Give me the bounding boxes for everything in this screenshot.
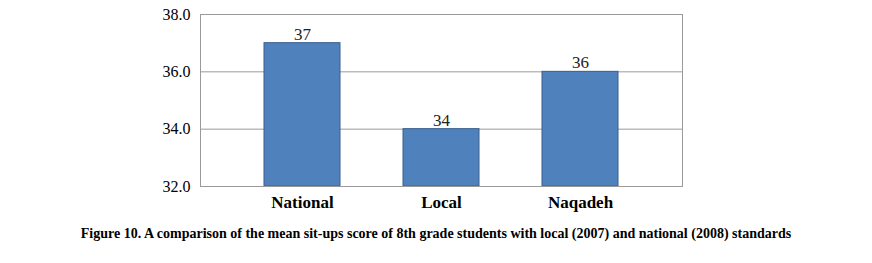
svg-text:Local: Local [421, 193, 462, 212]
svg-text:32.0: 32.0 [163, 178, 191, 195]
svg-text:36.0: 36.0 [163, 63, 191, 80]
svg-text:National: National [271, 193, 334, 212]
html-text:Figure 10. A comparison of the: Figure 10. A comparison of the mean sit-… [80, 226, 792, 241]
svg-text:36: 36 [572, 53, 589, 72]
svg-text:Naqadeh: Naqadeh [548, 193, 614, 212]
svg-text:34.0: 34.0 [163, 120, 191, 137]
svg-text:34: 34 [433, 111, 451, 130]
svg-text:38.0: 38.0 [163, 6, 191, 23]
svg-text:37: 37 [294, 25, 312, 44]
